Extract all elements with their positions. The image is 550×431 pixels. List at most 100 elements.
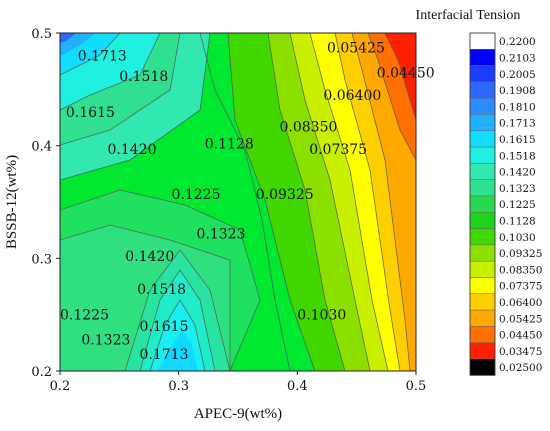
contour-band-12 [60,33,76,43]
x-tick-label-3: 0.5 [406,379,427,394]
isoline-15 [367,33,416,161]
isoline-8 [149,299,206,371]
isoline-0 [60,33,211,181]
contour-label-3: 0.1420 [108,142,157,158]
legend-label-10: 0.1225 [499,199,536,211]
contour-label-19: 0.1030 [297,308,346,324]
legend-label-16: 0.06400 [499,297,542,309]
legend-swatch-11 [469,212,496,229]
legend-label-9: 0.1323 [499,183,536,195]
contour-label-6: 0.04450 [377,65,435,81]
y-tick-label-3: 0.5 [31,27,52,42]
legend-swatch-4 [469,97,496,115]
contour-label-16: 0.1323 [81,333,130,349]
isoline-17 [199,33,291,371]
legend-swatch-7 [469,146,496,164]
x-tick-label-0: 0.2 [50,379,71,394]
legend-swatch-9 [469,179,496,197]
legend: 0.2200 0.2103 0.2005 0.1908 0.1810 0.1713 0.16… [469,32,542,376]
contour-labels: 0.1713 0.1518 0.1615 0.1420 0.1128 0.05425 0.0… [60,41,435,364]
legend-label-17: 0.05425 [499,313,542,325]
y-tick-label-2: 0.4 [31,140,52,155]
y-tick-label-1: 0.3 [31,252,52,267]
isoline-6 [124,249,231,371]
x-axis-label: APEC-9(wt%) [194,406,282,422]
isoline-4 [60,189,261,371]
contour-label-2: 0.1615 [66,105,115,121]
legend-swatch-2 [469,65,496,83]
legend-swatch-16 [469,293,496,311]
legend-label-20: 0.02500 [499,362,542,374]
legend-swatch-0 [469,32,496,50]
contour-band-20 [385,33,416,120]
contour-label-10: 0.1225 [172,187,221,203]
contour-label-13: 0.1420 [125,249,174,265]
legend-label-19: 0.03475 [499,346,542,358]
contour-label-0: 0.1713 [78,49,127,65]
legend-swatch-15 [469,277,496,295]
isoline-12 [309,33,389,371]
legend-title: Interfacial Tension [416,8,521,23]
y-tick-label-0: 0.2 [31,365,52,380]
legend-label-14: 0.08350 [499,264,542,276]
legend-label-2: 0.2005 [499,69,536,81]
legend-label-5: 0.1713 [499,118,536,130]
contour-label-17: 0.1615 [140,319,189,335]
isoline-5 [60,224,231,371]
legend-swatch-1 [469,49,496,66]
plot-frame [59,32,417,372]
contour-label-14: 0.1518 [137,282,186,298]
legend-swatch-14 [469,260,496,278]
isoline-2 [60,33,161,111]
isoline-3 [60,33,121,76]
legend-label-11: 0.1128 [499,216,536,228]
isoline-14 [351,33,411,371]
contour-label-15: 0.1225 [60,308,109,324]
legend-label-0: 0.2200 [499,36,536,48]
legend-label-3: 0.1908 [499,85,536,97]
legend-swatch-3 [469,81,496,99]
isoline-13 [334,33,401,371]
legend-label-8: 0.1420 [499,167,536,179]
legend-swatch-18 [469,326,496,343]
contour-label-12: 0.1323 [197,227,246,243]
isoline-10 [267,33,346,371]
contour-label-8: 0.08350 [280,120,338,136]
contour-label-5: 0.05425 [327,41,385,57]
legend-swatch-12 [469,228,496,246]
y-axis-ticks: 0.2 0.3 0.4 0.5 [31,27,60,380]
x-axis-ticks: 0.2 0.3 0.4 0.5 [50,371,427,394]
legend-swatch-19 [469,342,496,360]
legend-swatch-17 [469,309,496,327]
legend-swatch-13 [469,244,496,262]
contour-label-7: 0.06400 [323,88,381,104]
isoline-11 [289,33,371,371]
contour-band-6 [158,330,198,371]
legend-label-18: 0.04450 [499,330,542,342]
contour-label-1: 0.1518 [119,69,168,85]
x-tick-label-1: 0.3 [168,379,189,394]
isoline-1 [60,33,181,146]
legend-swatch-5 [469,114,496,132]
legend-label-12: 0.1030 [499,232,536,244]
legend-frame [469,32,496,376]
isoline-7 [139,269,216,371]
legend-swatch-6 [469,130,496,148]
legend-swatch-8 [469,163,496,180]
isoline-9 [227,33,316,371]
contour-label-4: 0.1128 [205,136,254,152]
contour-label-11: 0.09325 [256,187,314,203]
legend-swatch-10 [469,195,496,213]
legend-label-1: 0.2103 [499,52,536,64]
contour-fill-regions [60,33,416,371]
y-axis-label: BSSB-12(wt%) [4,155,20,249]
x-tick-label-2: 0.4 [287,379,308,394]
legend-label-6: 0.1615 [499,134,536,146]
contour-isolines [60,33,416,371]
legend-swatch-20 [469,358,496,376]
legend-label-15: 0.07375 [499,281,542,293]
contour-label-9: 0.07375 [309,142,367,158]
isoline-16 [384,33,416,121]
legend-label-4: 0.1810 [499,101,536,113]
